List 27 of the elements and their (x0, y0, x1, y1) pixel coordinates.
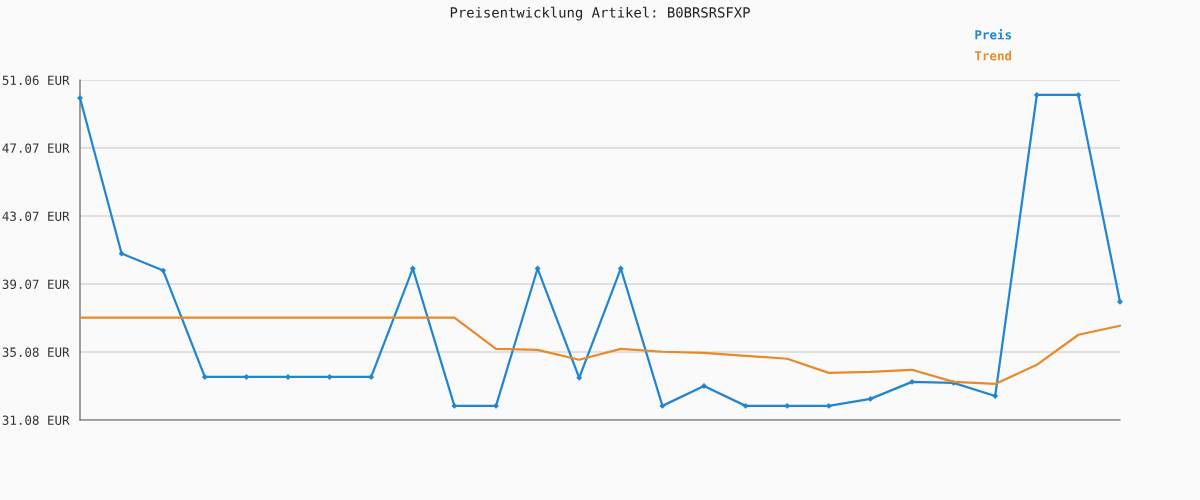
line-series (78, 316, 1122, 386)
point (326, 374, 333, 380)
point (285, 374, 291, 380)
line-series (77, 92, 1123, 409)
y-tick-label: 35.08 EUR (2, 347, 70, 357)
point (451, 402, 458, 409)
point (243, 374, 250, 380)
point (992, 393, 999, 399)
point (1117, 298, 1123, 305)
point (1075, 92, 1082, 98)
point (368, 374, 375, 380)
point (867, 395, 874, 402)
y-tick-label: 39.07 EUR (2, 279, 70, 289)
point (659, 402, 666, 409)
point (1033, 92, 1040, 98)
point (201, 374, 208, 380)
y-tick-label: 43.07 EUR (2, 211, 70, 221)
point (909, 378, 915, 385)
chart-title: Preisentwicklung Artikel: B0BRSRSFXP (450, 6, 750, 21)
point (742, 402, 749, 409)
point (493, 402, 499, 409)
text: Trend (974, 50, 1012, 61)
point (160, 267, 167, 274)
y-tick-label: 31.08 EUR (2, 415, 70, 425)
y-tick-label: 51.06 EUR (2, 75, 70, 85)
text: Preis (975, 29, 1012, 40)
y-tick-label: 47.07 EUR (2, 143, 70, 153)
